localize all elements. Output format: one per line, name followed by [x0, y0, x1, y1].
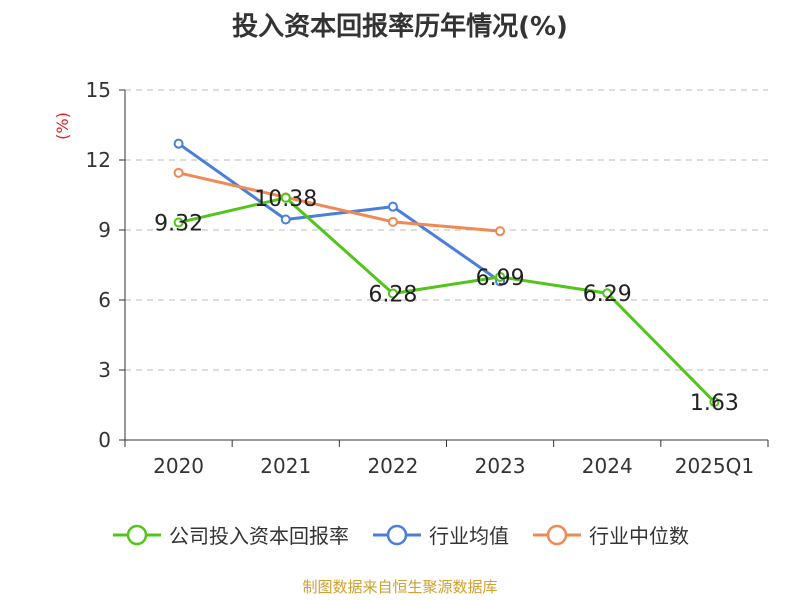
x-tick-label: 2024	[582, 454, 633, 478]
y-tick-label: 9	[98, 218, 111, 242]
source-note: 制图数据来自恒生聚源数据库	[302, 578, 498, 596]
legend-marker-icon	[373, 524, 421, 545]
data-point	[173, 138, 184, 149]
legend-item[interactable]: 行业均值	[371, 520, 509, 549]
y-tick-label: 6	[98, 288, 111, 312]
data-labels: 9.32 10.38 6.28 6.99 6.29 1.63	[154, 187, 739, 416]
data-point	[709, 396, 720, 407]
data-label: 9.32	[154, 212, 203, 237]
data-point	[602, 288, 613, 299]
data-label: 10.38	[254, 187, 317, 212]
legend-label: 公司投入资本回报率	[169, 524, 349, 548]
x-tick-label: 2020	[153, 454, 204, 478]
data-label: 6.99	[476, 266, 525, 291]
series	[173, 138, 720, 407]
data-point	[387, 201, 398, 212]
x-tick-label: 2023	[475, 454, 526, 478]
legend-item[interactable]: 行业中位数	[531, 520, 689, 549]
x-tick-label: 2025Q1	[675, 454, 754, 478]
series-line	[177, 142, 501, 283]
data-point	[280, 214, 291, 225]
y-tick-label: 0	[98, 428, 111, 452]
series-line	[178, 171, 501, 233]
data-label: 1.63	[690, 391, 739, 416]
y-tick-label: 3	[98, 358, 111, 382]
gridlines	[125, 89, 768, 371]
data-point	[387, 216, 398, 227]
series-line	[178, 196, 716, 404]
x-tick-label: 2022	[367, 454, 418, 478]
data-label: 6.29	[583, 282, 632, 307]
legend-label: 行业均值	[429, 524, 509, 548]
data-point	[387, 288, 398, 299]
data-point	[173, 217, 184, 228]
data-label: 6.28	[368, 282, 417, 307]
data-point	[495, 226, 506, 237]
legend: 公司投入资本回报率 行业均值 行业中位数	[0, 520, 800, 549]
chart-title: 投入资本回报率历年情况(%)	[232, 12, 568, 42]
data-point	[173, 167, 184, 178]
data-point	[495, 271, 506, 282]
legend-item[interactable]: 公司投入资本回报率	[111, 520, 349, 549]
y-axis-label: (%)	[53, 112, 72, 140]
legend-marker-icon	[533, 524, 581, 545]
x-tick-label: 2021	[260, 454, 311, 478]
legend-marker-icon	[113, 524, 161, 545]
axes: 0 3 6 9 12 15 2020 2021 2022 2023 2024 2025Q1	[86, 78, 769, 478]
data-point	[280, 192, 291, 203]
y-tick-label: 15	[86, 78, 111, 102]
y-tick-label: 12	[86, 148, 111, 172]
legend-label: 行业中位数	[589, 524, 689, 548]
